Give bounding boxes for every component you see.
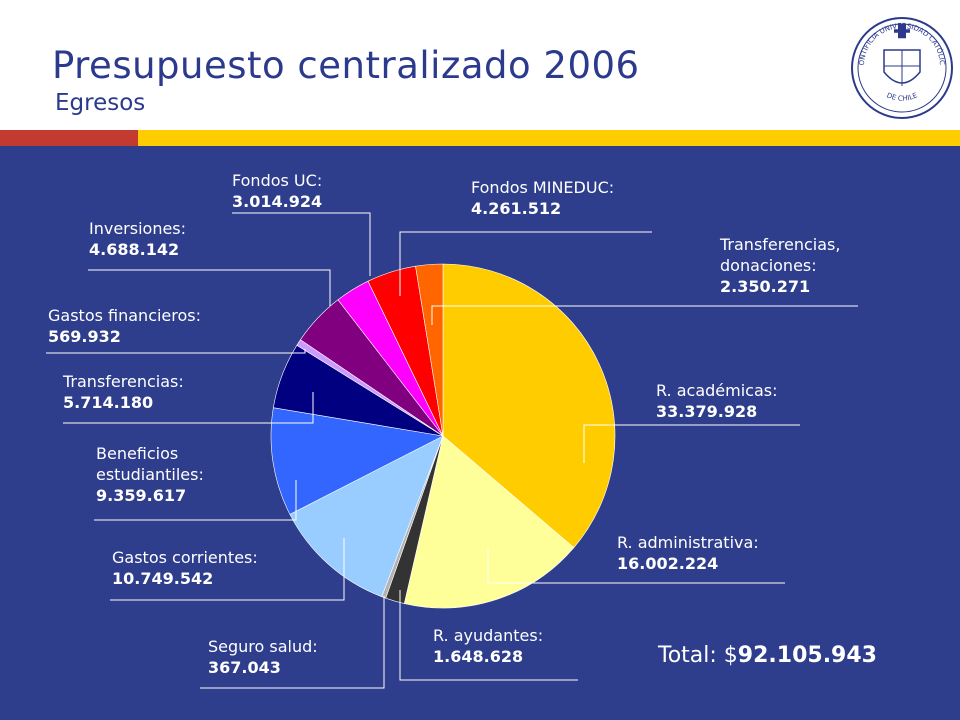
leader-line-r-ayudantes <box>399 590 578 681</box>
red-stripe-segment <box>0 130 138 146</box>
logo-text-bottom: DE CHILE <box>885 91 918 102</box>
slice-label-beneficios-estudiantiles: Beneficios estudiantiles: 9.359.617 <box>96 444 204 505</box>
leader-line-r-academicas <box>583 424 800 463</box>
pie-slices <box>270 263 616 609</box>
pie-slice-r-academicas <box>442 263 616 549</box>
slice-label-transferencias-donaciones: Transferencias, donaciones: 2.350.271 <box>719 235 840 296</box>
leader-lines <box>46 212 858 689</box>
leader-line-gastos-financieros <box>46 349 306 354</box>
leader-line-inversiones <box>88 269 331 306</box>
leader-line-gastos-corrientes <box>110 538 345 601</box>
header: Presupuesto centralizado 2006 Egresos PO… <box>0 0 960 130</box>
page-title: Presupuesto centralizado 2006 <box>52 44 640 87</box>
total-label: Total: $92.105.943 <box>657 643 877 668</box>
slice-label-r-administrativa: R. administrativa: 16.002.224 <box>617 533 759 573</box>
pie-slice-gastos-corrientes <box>289 435 444 598</box>
leader-line-seguro-salud <box>200 596 385 689</box>
svg-text:DE CHILE: DE CHILE <box>885 91 918 102</box>
pie-slice-transferencias-donaciones <box>415 263 444 437</box>
total-value: 92.105.943 <box>738 643 877 668</box>
pie-slice-r-administrativa <box>403 435 575 609</box>
leader-line-transferencias-donaciones <box>431 305 858 325</box>
university-seal-logo: PONTIFICIA UNIVERSIDAD CATÓLICA DE CHILE <box>850 2 953 119</box>
slice-label-seguro-salud: Seguro salud: 367.043 <box>208 637 318 677</box>
page-subtitle: Egresos <box>55 90 146 116</box>
leader-line-transferencias <box>63 392 314 424</box>
pie-slice-beneficios-estudiantiles <box>270 407 444 515</box>
slice-label-fondos-mineduc: Fondos MINEDUC: 4.261.512 <box>471 178 614 218</box>
slice-label-fondos-uc: Fondos UC: 3.014.924 <box>232 171 322 211</box>
leader-line-r-administrativa <box>487 548 785 584</box>
leader-line-beneficios-estudiantiles <box>94 480 297 521</box>
total-prefix: Total: $ <box>657 643 738 668</box>
crown-icon <box>894 23 910 39</box>
leader-line-fondos-mineduc <box>399 231 652 296</box>
yellow-stripe <box>0 130 960 146</box>
slice-label-inversiones: Inversiones: 4.688.142 <box>89 219 186 259</box>
slice-labels: R. académicas: 33.379.928 R. administrativ… <box>48 171 840 677</box>
slice-label-r-academicas: R. académicas: 33.379.928 <box>656 381 777 421</box>
leader-line-fondos-uc <box>232 212 371 276</box>
slice-label-gastos-financieros: Gastos financieros: 569.932 <box>48 306 201 346</box>
slice-label-gastos-corrientes: Gastos corrientes: 10.749.542 <box>112 548 258 588</box>
shield-icon <box>883 49 921 84</box>
slice-label-transferencias: Transferencias: 5.714.180 <box>62 372 184 412</box>
slice-label-r-ayudantes: R. ayudantes: 1.648.628 <box>433 626 543 666</box>
